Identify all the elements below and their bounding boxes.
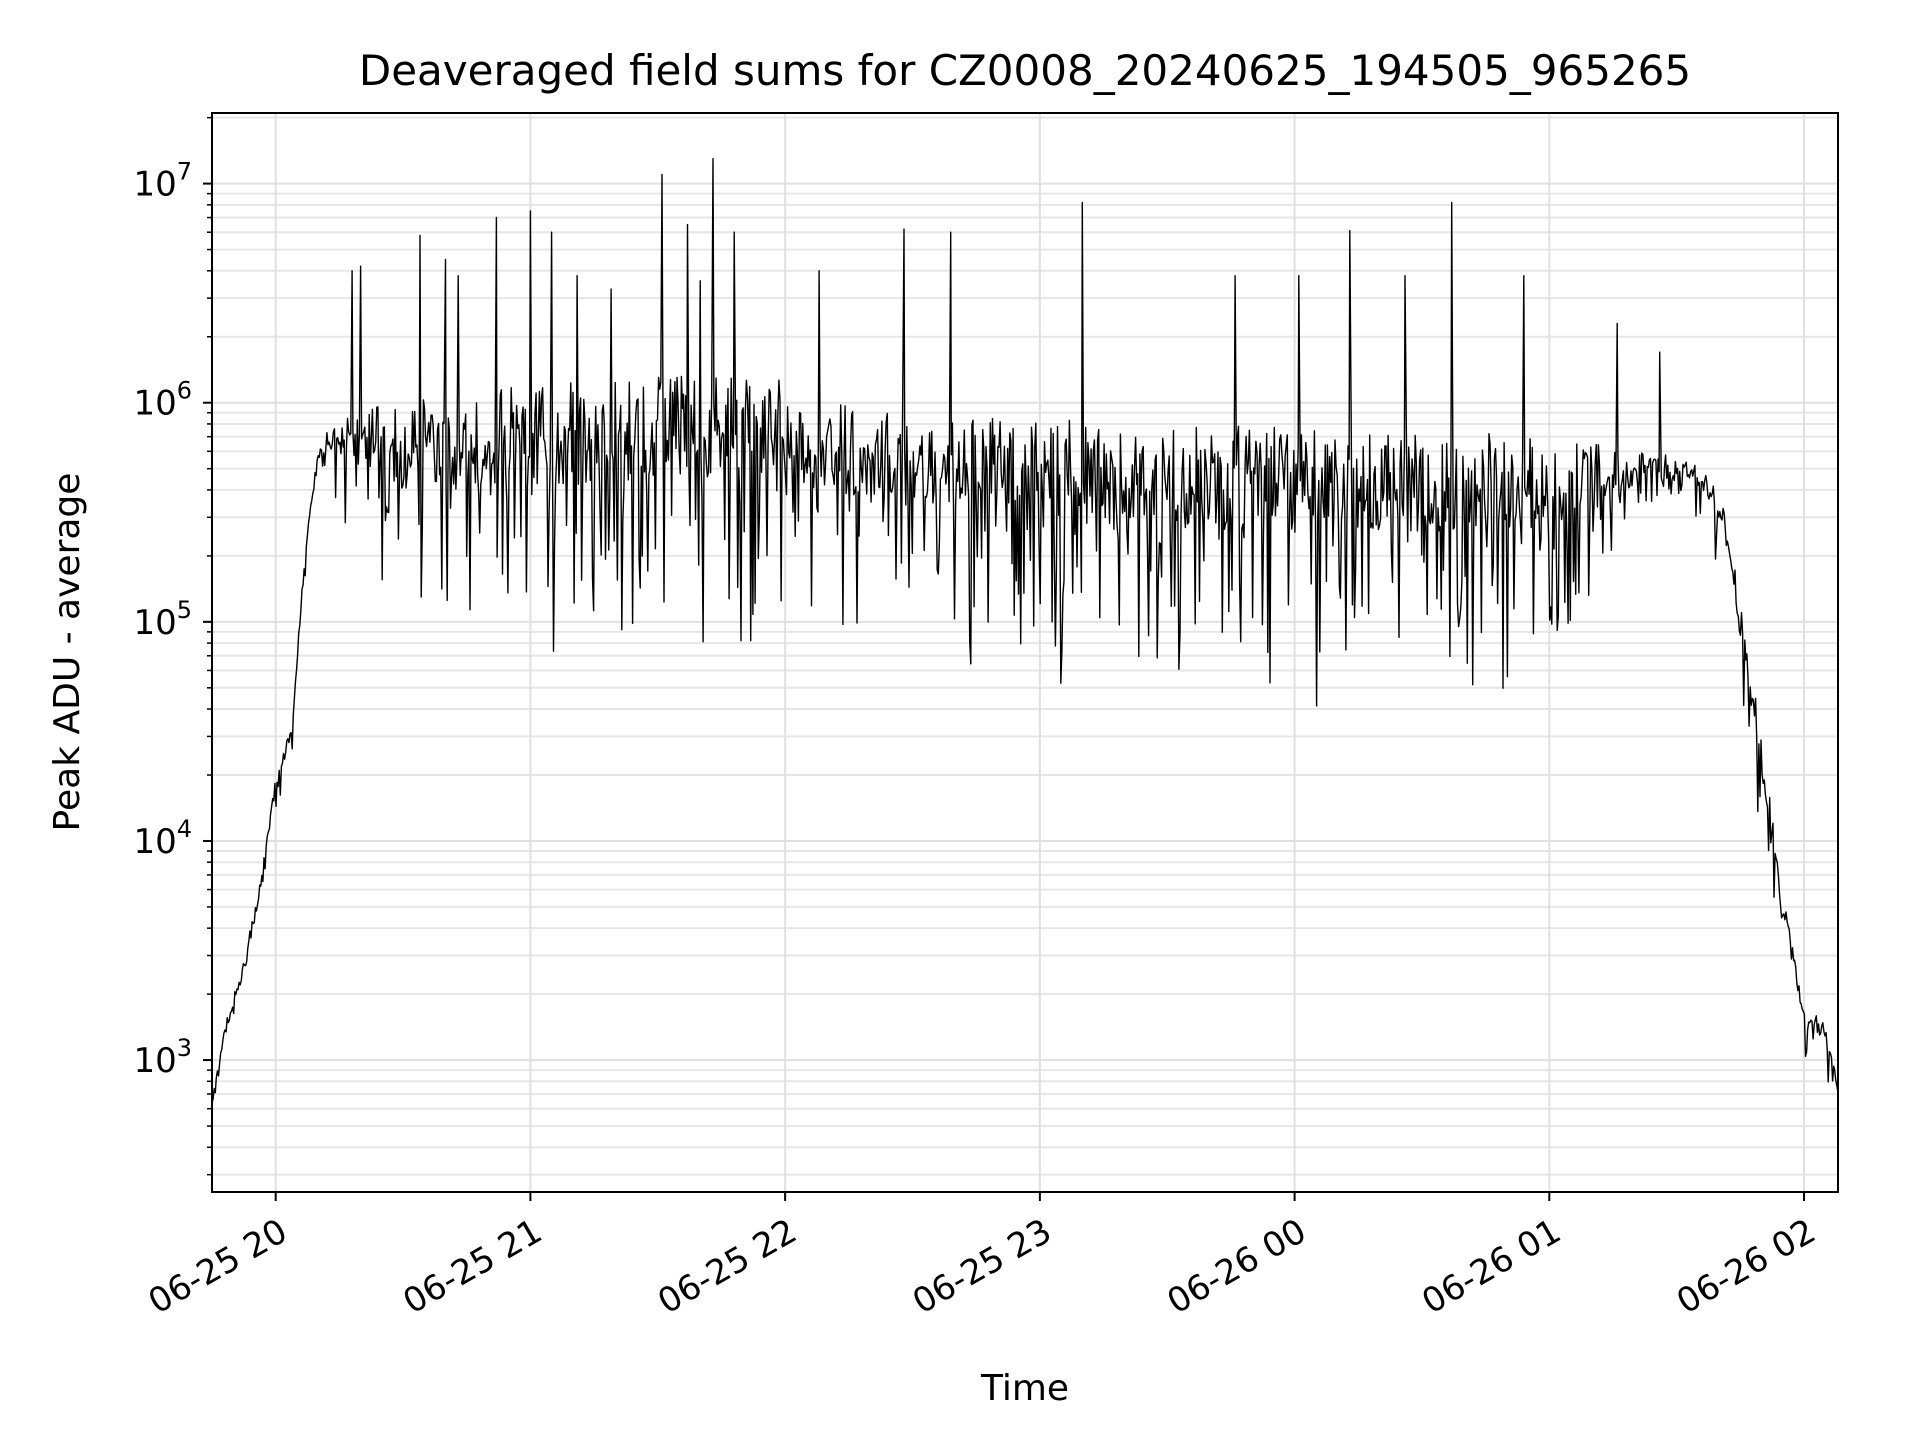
y-tick-label: 105 <box>133 596 192 643</box>
y-tick-label: 103 <box>133 1034 192 1081</box>
series-layer <box>211 157 1839 1103</box>
y-tick-label: 104 <box>133 815 192 862</box>
plot-frame <box>211 112 1839 1193</box>
chart-title: Deaveraged field sums for CZ0008_2024062… <box>359 46 1691 95</box>
y-axis-title: Peak ADU - average <box>47 473 88 832</box>
x-axis-title: Time <box>980 1368 1069 1409</box>
y-tick-label: 106 <box>133 377 192 424</box>
series-line <box>211 157 1839 1103</box>
y-tick-label: 107 <box>133 158 192 205</box>
